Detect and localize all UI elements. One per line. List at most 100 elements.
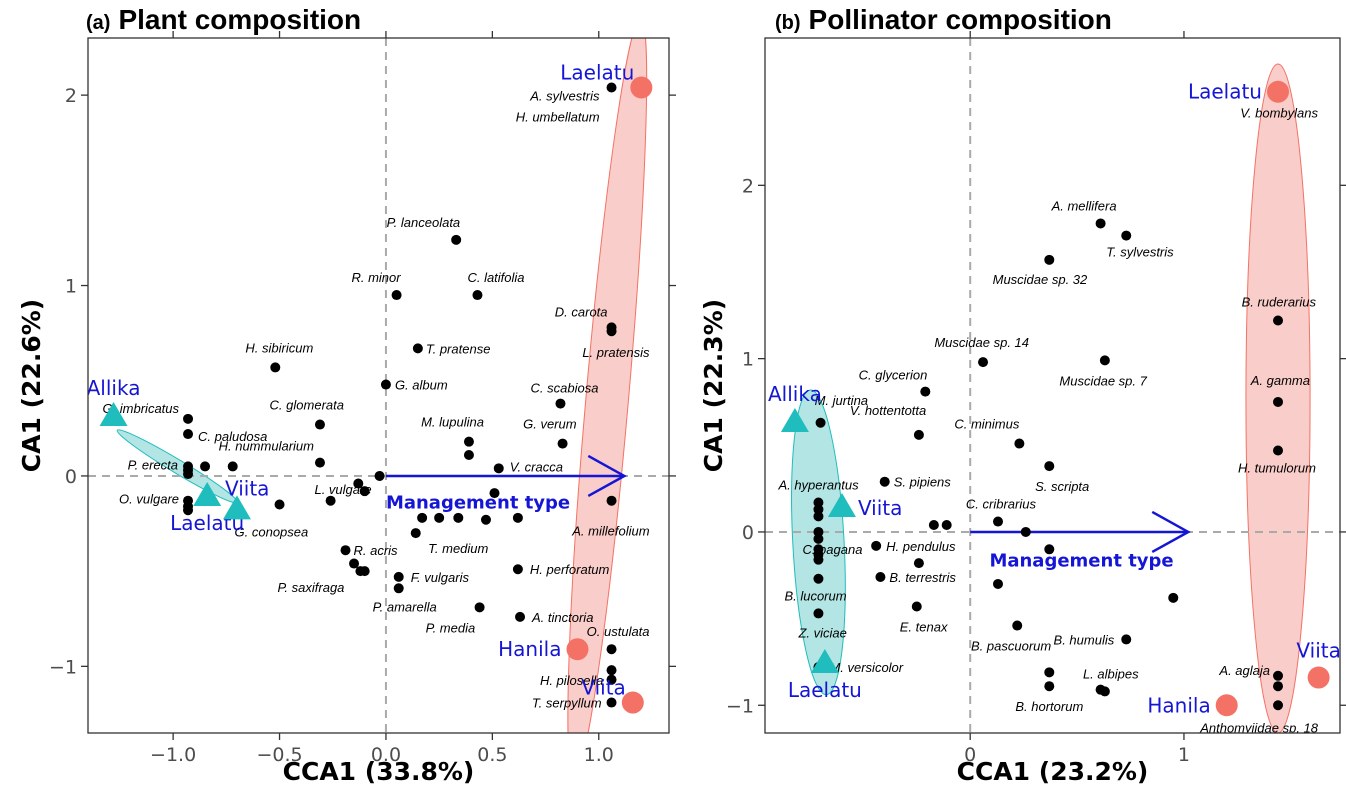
species-label: S. pipiens <box>894 475 952 490</box>
reference-site-marker <box>1215 694 1238 717</box>
species-point <box>200 461 211 472</box>
species-label: T. serpyllum <box>532 696 602 711</box>
species-point <box>380 379 391 390</box>
x-tick-label: 0.0 <box>371 744 401 766</box>
managed-site-marker <box>99 402 128 427</box>
species-point <box>314 457 325 468</box>
species-label: A. mellifera <box>1051 198 1117 213</box>
species-label: H. tumulorum <box>1238 460 1316 475</box>
species-point <box>1273 445 1284 456</box>
species-point <box>913 429 924 440</box>
y-tick-label: 0 <box>65 466 77 488</box>
species-point <box>813 497 824 508</box>
species-label: Muscidae sp. 32 <box>993 272 1088 287</box>
species-point <box>1273 681 1284 692</box>
species-point <box>871 540 882 551</box>
species-point <box>928 520 939 531</box>
species-point <box>349 558 360 569</box>
species-point <box>512 512 523 523</box>
species-point <box>1044 544 1055 555</box>
species-label: V. bombylans <box>1240 106 1318 121</box>
species-label: A. aglaja <box>1218 663 1270 678</box>
species-point <box>474 602 485 613</box>
reference-site-marker <box>1307 666 1330 689</box>
managed-site-marker <box>780 408 809 433</box>
panel-b-title: (b) Pollinator composition <box>775 4 1112 36</box>
plot-area: Management type A. sylvestris H. umbellatu… <box>88 38 669 733</box>
species-point <box>813 533 824 544</box>
managed-site-marker <box>222 495 251 520</box>
species-label: A. gamma <box>1250 373 1310 388</box>
y-tick-label: 2 <box>65 85 77 107</box>
species-point <box>393 571 404 582</box>
species-label: V. cracca <box>510 459 563 474</box>
y-tick-label: −1 <box>726 695 754 717</box>
species-point <box>359 486 370 497</box>
species-label: H. umbellatum <box>516 110 600 125</box>
species-point <box>1273 700 1284 711</box>
species-label: F. vulgaris <box>411 570 470 585</box>
x-tick-label: −0.5 <box>256 744 302 766</box>
panel-b-tag: (b) <box>775 12 801 34</box>
species-label: T. medium <box>428 541 488 556</box>
species-point <box>813 504 824 515</box>
species-point <box>1012 620 1023 631</box>
species-label: Muscidae sp. 14 <box>934 335 1029 350</box>
species-label: C. paludosa <box>198 429 267 444</box>
species-point <box>489 488 500 499</box>
species-label: P. lanceolata <box>387 215 461 230</box>
species-point <box>374 470 385 481</box>
species-label: A. tinctoria <box>531 610 593 625</box>
species-label: R. minor <box>351 270 401 285</box>
species-point <box>813 526 824 537</box>
panel-b-name: Pollinator composition <box>808 4 1112 35</box>
x-tick-label: 1 <box>1178 744 1190 766</box>
species-label: B. lucorum <box>784 589 846 604</box>
species-label: B. terrestris <box>889 570 956 585</box>
species-point <box>992 578 1003 589</box>
species-point <box>813 511 824 522</box>
x-tick-label: 0 <box>964 744 976 766</box>
species-label: G. imbricatus <box>102 401 179 416</box>
y-axis-title: CA1 (22.3%) <box>699 299 728 472</box>
site-label: Hanila <box>1147 693 1210 717</box>
managed-site-marker <box>827 492 856 517</box>
panel-a: Management type A. sylvestris H. umbellatu… <box>17 31 676 786</box>
species-point <box>1044 254 1055 265</box>
species-label: D. carota <box>555 304 608 319</box>
species-point <box>270 362 281 373</box>
species-point <box>813 573 824 584</box>
panel-b: Management type V. bombylans A. mellifera T… <box>699 31 1346 786</box>
x-axis-title: CCA1 (23.2%) <box>957 757 1149 786</box>
species-point <box>1014 438 1025 449</box>
species-point <box>879 476 890 487</box>
species-point <box>992 516 1003 527</box>
species-point <box>815 417 826 428</box>
y-tick-label: 0 <box>742 522 754 544</box>
species-point <box>515 611 526 622</box>
management-arrow-label: Management type <box>989 551 1173 572</box>
species-point <box>451 234 462 245</box>
species-label: G. conopsea <box>235 525 309 540</box>
site-label: Hanila <box>498 637 561 661</box>
species-point <box>1044 681 1055 692</box>
species-label: B. pascuorum <box>971 639 1051 654</box>
species-point <box>978 357 989 368</box>
species-point <box>1121 230 1132 241</box>
species-label: M. lupulina <box>421 415 484 430</box>
species-point <box>410 528 421 539</box>
x-axis-title: CCA1 (33.8%) <box>283 757 475 786</box>
species-label: A. sylvestris <box>529 89 600 104</box>
species-label: M. jurtina <box>815 393 868 408</box>
species-label: T. sylvestris <box>1106 245 1174 260</box>
species-point <box>183 413 194 424</box>
species-point <box>1099 686 1110 697</box>
y-tick-label: 1 <box>742 349 754 371</box>
species-label: E. tenax <box>900 619 948 634</box>
site-label: Viita <box>858 496 902 520</box>
species-point <box>325 495 336 506</box>
species-point <box>941 520 952 531</box>
managed-site-marker <box>810 648 839 673</box>
species-label: R. acris <box>354 543 399 558</box>
